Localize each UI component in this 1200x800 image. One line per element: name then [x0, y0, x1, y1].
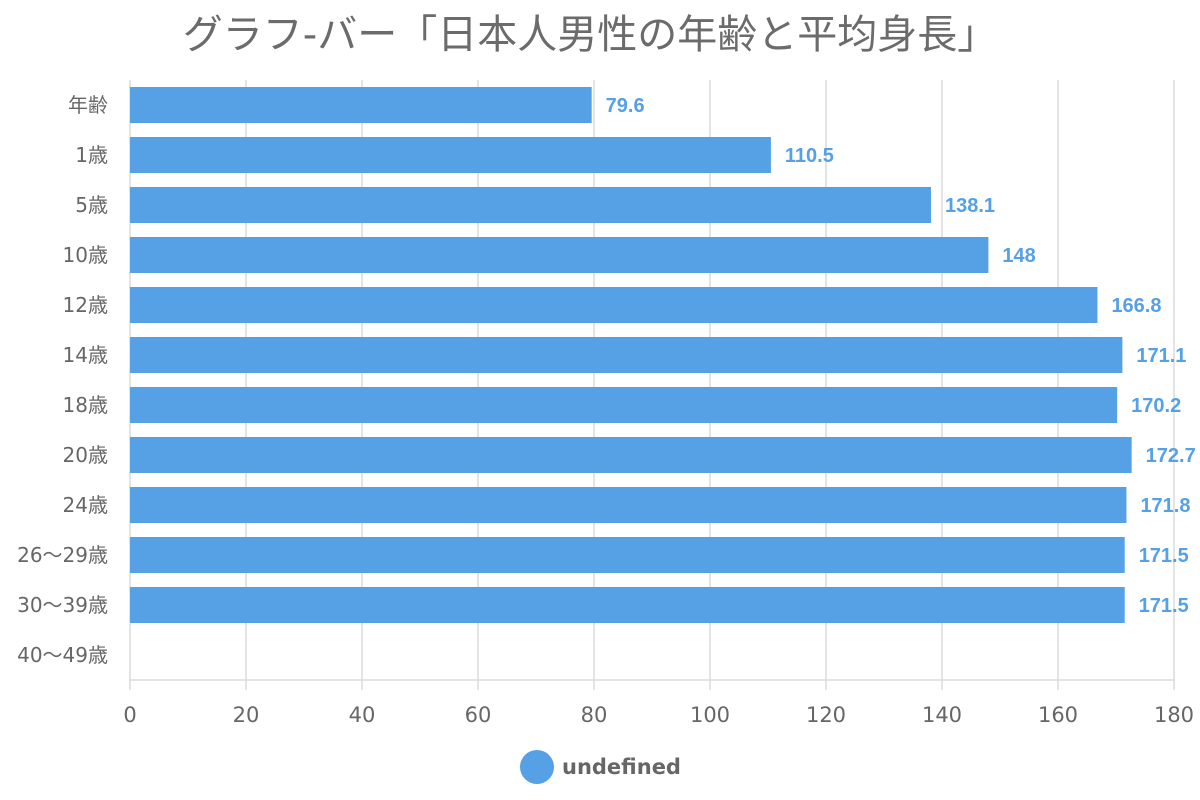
x-tick-label: 100 [690, 703, 730, 727]
category-label: 18歳 [63, 393, 108, 417]
bar[interactable] [130, 387, 1118, 423]
bar[interactable] [130, 287, 1098, 323]
chart-title: グラフ-バー「日本人男性の年齢と平均身長」 [182, 12, 998, 58]
category-label: 26〜29歳 [17, 543, 108, 567]
bar[interactable] [130, 137, 771, 173]
x-tick-label: 180 [1154, 703, 1194, 727]
legend-swatch [520, 750, 554, 784]
category-label: 1歳 [75, 143, 108, 167]
bar[interactable] [130, 87, 592, 123]
x-tick-label: 40 [349, 703, 376, 727]
x-tick-label: 60 [465, 703, 492, 727]
data-label: 171.1 [1136, 345, 1186, 367]
legend[interactable]: undefined [520, 750, 681, 784]
x-tick-label: 80 [581, 703, 608, 727]
bar[interactable] [130, 187, 931, 223]
bar[interactable] [130, 437, 1132, 473]
bar[interactable] [130, 337, 1123, 373]
category-label: 20歳 [63, 443, 108, 467]
category-label: 年齢 [68, 93, 108, 117]
category-label: 5歳 [75, 193, 108, 217]
bar[interactable] [130, 537, 1125, 573]
data-label: 171.8 [1140, 495, 1190, 517]
data-label: 79.6 [606, 95, 645, 117]
x-tick-label: 160 [1038, 703, 1078, 727]
category-label: 14歳 [63, 343, 108, 367]
data-label: 172.7 [1146, 445, 1196, 467]
category-label: 24歳 [63, 493, 108, 517]
data-label: 171.5 [1139, 595, 1189, 617]
x-tick-label: 140 [922, 703, 962, 727]
x-tick-label: 0 [123, 703, 136, 727]
data-label: 110.5 [785, 145, 834, 167]
bar[interactable] [130, 587, 1125, 623]
bar[interactable] [130, 487, 1127, 523]
data-label: 170.2 [1131, 395, 1181, 417]
category-label: 12歳 [63, 293, 108, 317]
category-label: 10歳 [63, 243, 108, 267]
data-label: 166.8 [1111, 295, 1161, 317]
legend-label: undefined [562, 755, 681, 779]
category-label: 30〜39歳 [17, 593, 108, 617]
data-label: 138.1 [945, 195, 995, 217]
x-tick-label: 20 [233, 703, 260, 727]
x-tick-label: 120 [806, 703, 846, 727]
data-label: 148 [1002, 245, 1035, 267]
category-label: 40〜49歳 [17, 643, 108, 667]
data-label: 171.5 [1139, 545, 1189, 567]
bar[interactable] [130, 237, 989, 273]
